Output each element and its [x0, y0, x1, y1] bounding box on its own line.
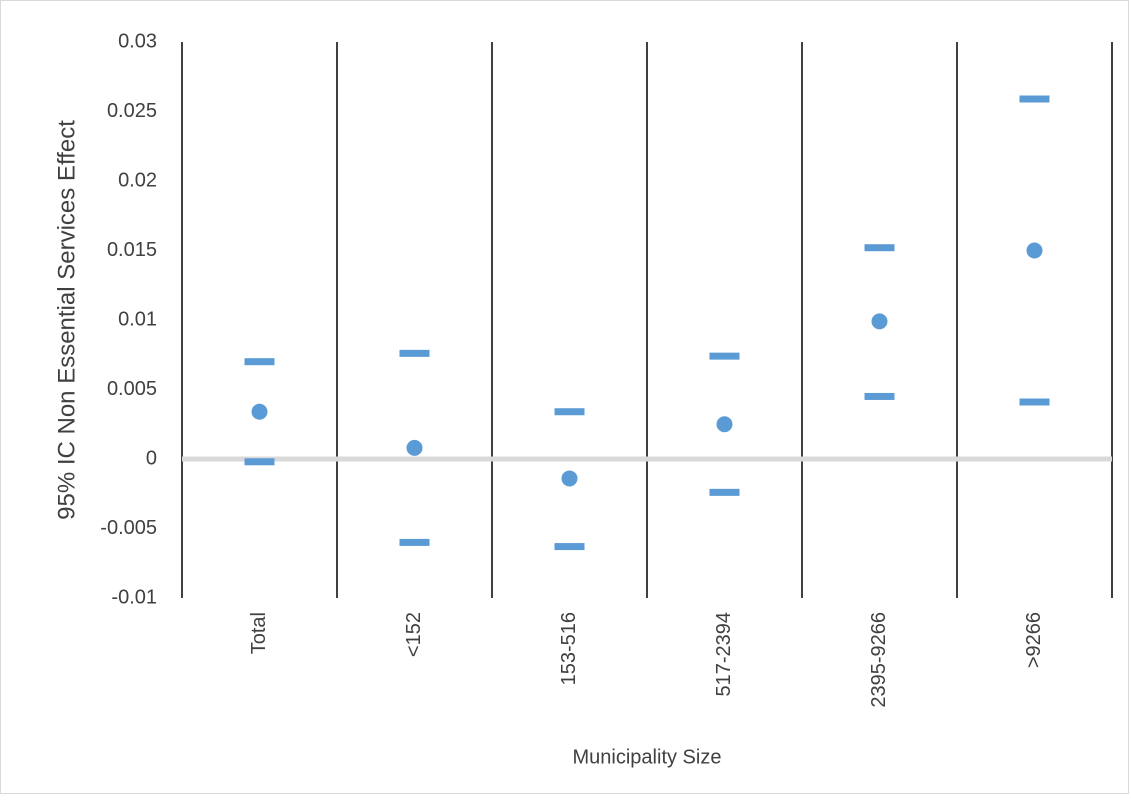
y-axis-label: 95% IC Non Essential Services Effect [53, 120, 80, 520]
point-estimate [871, 313, 888, 330]
interval-bound [244, 358, 275, 366]
y-tick-label: -0.01 [111, 586, 157, 608]
interval-bound [1019, 398, 1050, 406]
x-axis-label: Municipality Size [573, 746, 722, 768]
interval-bound [709, 352, 740, 360]
point-estimate [1026, 242, 1043, 259]
y-tick-label: 0.015 [107, 239, 157, 261]
x-tick-label: Total [248, 612, 270, 654]
y-tick-label: -0.005 [100, 517, 157, 539]
interval-bound [244, 458, 275, 466]
interval-bound [709, 488, 740, 496]
interval-bound [864, 244, 895, 252]
x-tick-label: 517-2394 [713, 612, 735, 697]
x-tick-label: <152 [403, 612, 425, 657]
point-estimate [406, 439, 423, 456]
interval-bound [1019, 95, 1050, 103]
x-tick-label: 153-516 [558, 612, 580, 685]
interval-bound [399, 538, 430, 546]
interval-bound [864, 392, 895, 400]
interval-bound [399, 349, 430, 357]
y-tick-label: 0 [146, 447, 157, 469]
y-tick-label: 0.02 [118, 169, 157, 191]
point-estimate [561, 470, 578, 487]
y-tick-label: 0.005 [107, 378, 157, 400]
point-estimate [716, 416, 733, 433]
point-estimate [251, 403, 268, 420]
x-tick-label: 2395-9266 [868, 612, 890, 708]
y-tick-label: 0.01 [118, 308, 157, 330]
interval-bound [554, 543, 585, 551]
interval-bound [554, 408, 585, 416]
y-tick-label: 0.025 [107, 100, 157, 122]
y-tick-label: 0.03 [118, 30, 157, 52]
x-tick-label: >9266 [1023, 612, 1045, 668]
